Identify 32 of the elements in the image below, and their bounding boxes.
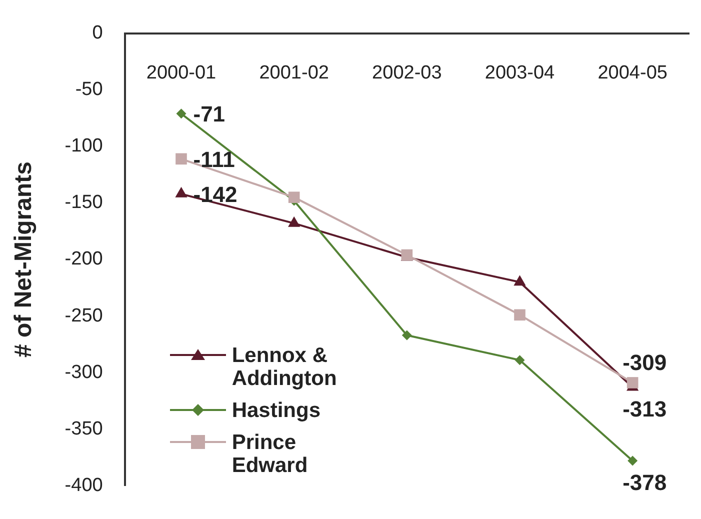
- x-tick-label: 2003-04: [484, 62, 556, 84]
- data-label: -378: [622, 470, 667, 495]
- y-tick-label: -200: [64, 248, 103, 270]
- data-label: -313: [622, 396, 667, 422]
- x-tick-label: 2001-02: [259, 62, 329, 84]
- point: [514, 355, 525, 366]
- data-label: -111: [193, 146, 235, 172]
- y-tick-label: -150: [64, 192, 103, 214]
- y-tick-label: -100: [64, 136, 103, 157]
- data-label: -71: [193, 102, 226, 127]
- data-label: -309: [622, 350, 667, 375]
- y-axis-title: # of Net-Migrants: [10, 161, 38, 358]
- y-tick-label: -400: [64, 474, 103, 496]
- y-tick-label: -300: [64, 362, 103, 383]
- point: [402, 330, 412, 340]
- point: [514, 309, 526, 321]
- data-label: -142: [193, 182, 238, 207]
- x-tick-label: 2002-03: [372, 62, 442, 84]
- legend-label: Hastings: [232, 398, 322, 422]
- point: [176, 153, 187, 165]
- legend-label: Prince Edward: [232, 430, 309, 477]
- legend-label: Lennox & Addington: [232, 344, 338, 390]
- y-tick-label: -250: [64, 305, 103, 326]
- y-tick-label: -350: [64, 418, 103, 440]
- point: [628, 456, 638, 466]
- point: [288, 192, 300, 203]
- point: [176, 108, 186, 119]
- x-tick-label: 2004-05: [598, 62, 668, 84]
- y-tick-label: 0: [92, 22, 103, 44]
- x-tick-label: 2000-01: [146, 62, 216, 84]
- point: [626, 377, 638, 388]
- y-tick-label: -50: [75, 79, 103, 100]
